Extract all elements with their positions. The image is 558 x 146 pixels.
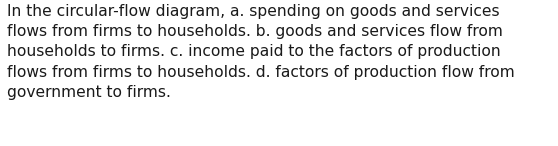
Text: In the circular-flow diagram, a. spending on goods and services
flows from firms: In the circular-flow diagram, a. spendin… [7,4,515,100]
